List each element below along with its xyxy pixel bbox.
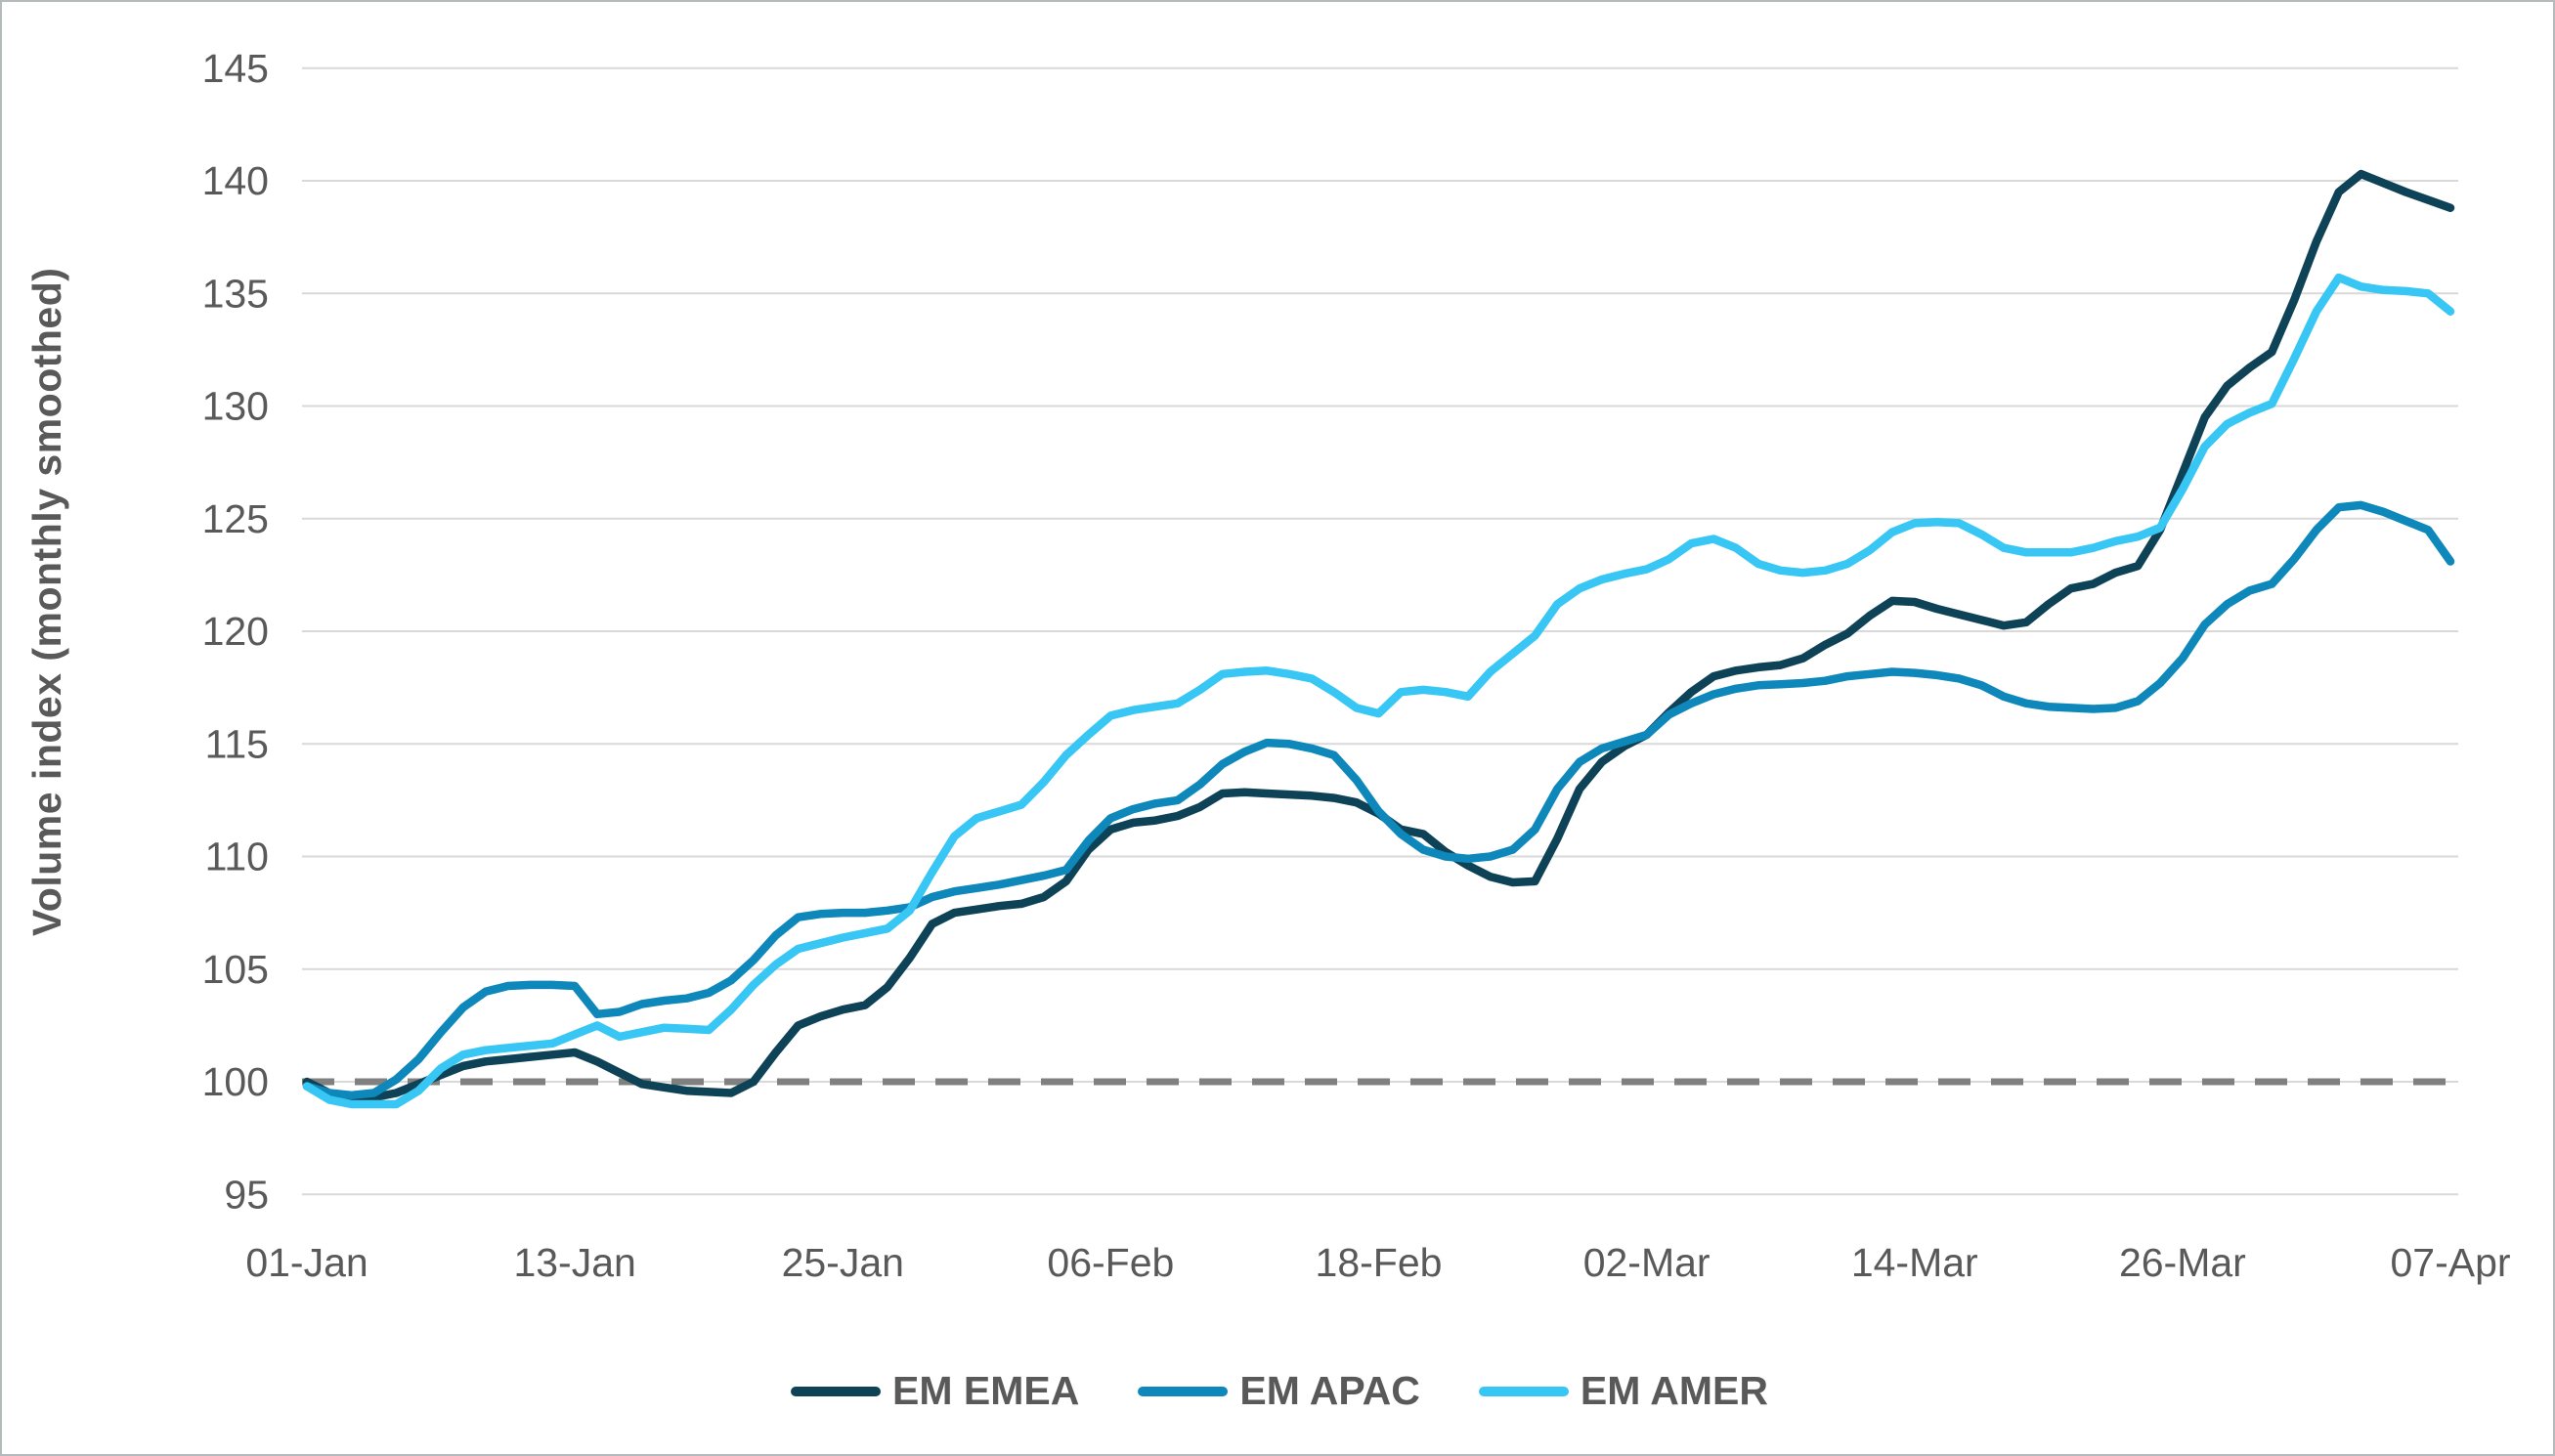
- y-tick-label-110: 110: [205, 835, 269, 879]
- x-tick-label-25-Jan: 25-Jan: [782, 1240, 904, 1285]
- series-line-em-apac: [302, 500, 2455, 1100]
- y-tick-label-125: 125: [202, 496, 269, 541]
- x-tick-label-13-Jan: 13-Jan: [513, 1240, 635, 1285]
- x-tick-label-06-Feb: 06-Feb: [1047, 1240, 1174, 1285]
- legend-item-em-apac: EM APAC: [1138, 1368, 1420, 1414]
- y-tick-label-100: 100: [202, 1059, 269, 1104]
- y-tick-label-130: 130: [202, 384, 269, 429]
- legend-swatch-em-apac: [1138, 1386, 1229, 1396]
- y-tick-label-145: 145: [202, 46, 269, 91]
- x-tick-label-02-Mar: 02-Mar: [1583, 1240, 1711, 1285]
- series-line-em-emea: [302, 169, 2455, 1102]
- legend-label-em-emea: EM EMEA: [892, 1368, 1080, 1413]
- y-tick-label-115: 115: [205, 721, 269, 766]
- y-tick-label-140: 140: [202, 158, 269, 203]
- y-tick-label-95: 95: [224, 1172, 269, 1217]
- legend-swatch-em-emea: [791, 1386, 882, 1396]
- y-axis-title: Volume index (monthly smoothed): [24, 267, 69, 936]
- legend-item-em-emea: EM EMEA: [791, 1368, 1079, 1414]
- x-tick-label-18-Feb: 18-Feb: [1316, 1240, 1443, 1285]
- legend-label-em-amer: EM AMER: [1580, 1368, 1768, 1413]
- y-tick-label-105: 105: [202, 947, 269, 992]
- series-line-em-amer: [302, 273, 2455, 1109]
- y-tick-label-120: 120: [202, 609, 269, 654]
- legend-swatch-em-amer: [1478, 1386, 1569, 1396]
- x-tick-label-01-Jan: 01-Jan: [245, 1240, 368, 1285]
- legend: EM EMEA EM APAC EM AMER: [791, 1368, 1768, 1414]
- legend-label-em-apac: EM APAC: [1239, 1368, 1420, 1413]
- x-tick-label-14-Mar: 14-Mar: [1851, 1240, 1978, 1285]
- x-tick-label-07-Apr: 07-Apr: [2390, 1240, 2510, 1285]
- x-tick-label-26-Mar: 26-Mar: [2119, 1240, 2246, 1285]
- legend-item-em-amer: EM AMER: [1478, 1368, 1768, 1414]
- y-tick-label-135: 135: [202, 271, 269, 316]
